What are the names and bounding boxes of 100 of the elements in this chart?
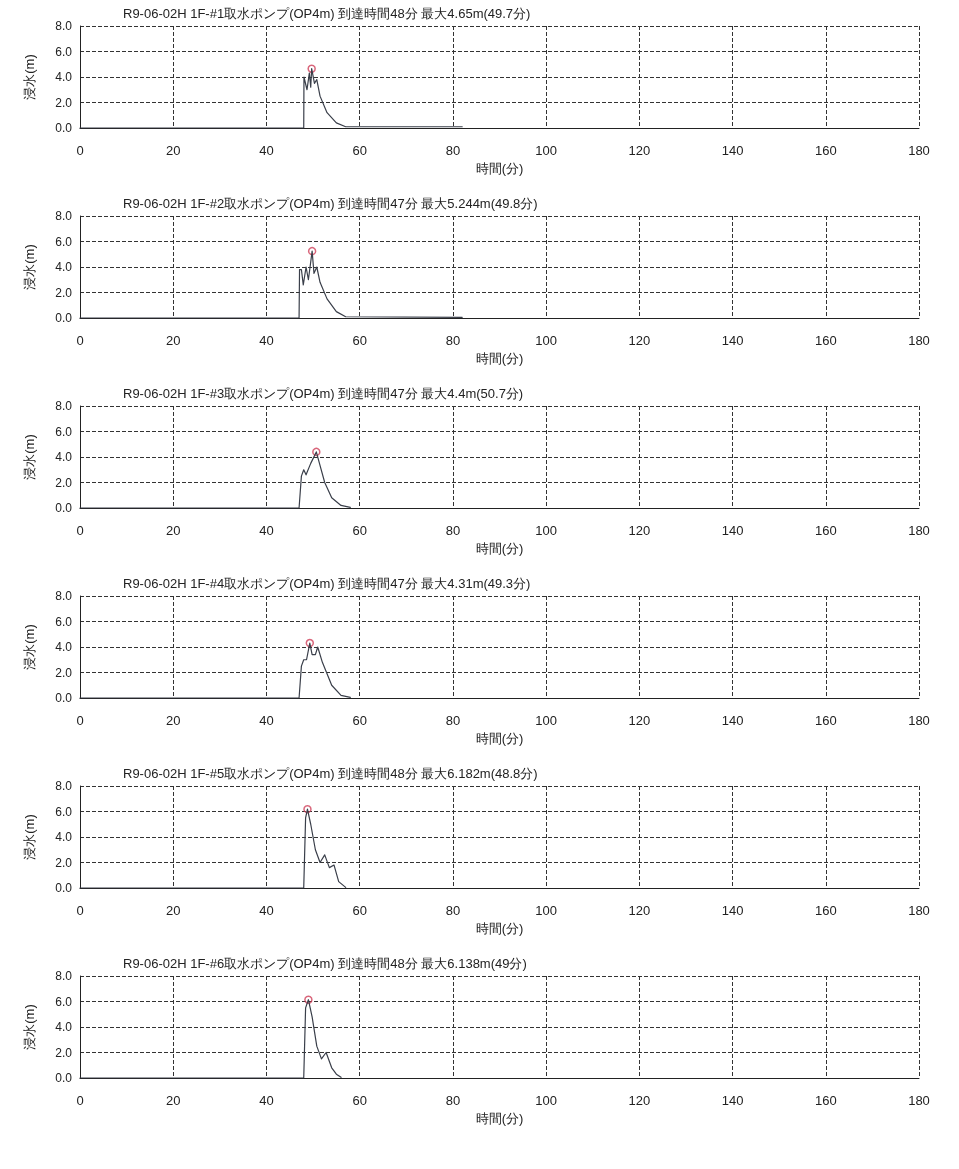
y-tick-label: 2.0 (55, 1045, 73, 1060)
x-axis-title: 時間(分) (475, 351, 524, 366)
x-tick-label: 80 (445, 903, 461, 918)
x-axis-title: 時間(分) (475, 1111, 524, 1126)
x-tick-label: 180 (908, 713, 930, 728)
y-tick-label: 2.0 (55, 475, 73, 490)
x-tick-label: 100 (535, 1093, 557, 1108)
x-tick-label: 0 (76, 523, 84, 538)
y-tick-label: 0.0 (55, 501, 73, 515)
x-tick-label: 140 (721, 713, 744, 728)
x-tick-label: 100 (535, 523, 557, 538)
x-tick-label: 140 (721, 333, 744, 348)
y-tick-label: 0.0 (55, 691, 73, 705)
x-tick-label: 180 (908, 333, 930, 348)
x-tick-label: 80 (445, 333, 461, 348)
x-tick-label: 0 (76, 903, 84, 918)
x-tick-label: 20 (165, 713, 181, 728)
line-series (79, 451, 351, 509)
x-tick-label: 100 (535, 333, 557, 348)
x-tick-label: 60 (352, 143, 367, 158)
x-tick-label: 160 (814, 333, 837, 348)
y-tick-label: 4.0 (55, 830, 73, 844)
y-tick-label: 0.0 (55, 881, 73, 895)
x-tick-label: 140 (721, 143, 744, 158)
x-axis-title: 時間(分) (475, 731, 524, 746)
x-tick-label: 60 (352, 903, 367, 918)
y-tick-label: 2.0 (55, 855, 73, 870)
x-tick-label: 60 (352, 333, 367, 348)
x-axis-title: 時間(分) (475, 541, 524, 556)
y-axis-title: 浸水(m) (22, 244, 37, 290)
y-tick-label: 4.0 (55, 450, 73, 464)
y-tick-label: 8.0 (55, 19, 73, 33)
y-tick-label: 6.0 (55, 44, 73, 59)
x-tick-label: 100 (535, 143, 557, 158)
x-tick-label: 20 (165, 1093, 181, 1108)
chart-title: R9-06-02H 1F-#6取水ポンプ(OP4m) 到達時間48分 最大6.138m(49分) (123, 956, 527, 971)
x-tick-label: 140 (721, 1093, 744, 1108)
y-tick-label: 2.0 (55, 95, 73, 110)
x-tick-label: 160 (814, 1093, 837, 1108)
x-tick-label: 40 (259, 1093, 274, 1108)
x-tick-label: 20 (165, 523, 181, 538)
line-series (79, 808, 347, 889)
x-tick-label: 160 (814, 523, 837, 538)
y-tick-label: 2.0 (55, 285, 73, 300)
x-tick-label: 120 (628, 1093, 651, 1108)
x-tick-label: 180 (908, 1093, 930, 1108)
y-axis-title: 浸水(m) (22, 434, 37, 480)
x-tick-label: 80 (445, 523, 461, 538)
x-tick-label: 0 (76, 713, 84, 728)
y-axis-title: 浸水(m) (22, 624, 37, 670)
x-tick-label: 60 (352, 523, 367, 538)
y-tick-label: 8.0 (55, 399, 73, 413)
x-tick-label: 40 (259, 903, 274, 918)
y-axis-title: 浸水(m) (22, 1004, 37, 1050)
x-tick-label: 80 (445, 713, 461, 728)
x-tick-label: 140 (721, 523, 744, 538)
x-tick-label: 100 (535, 903, 557, 918)
x-tick-label: 0 (76, 1093, 84, 1108)
y-tick-label: 2.0 (55, 665, 73, 680)
x-tick-label: 40 (259, 333, 274, 348)
y-tick-label: 4.0 (55, 1020, 73, 1034)
x-axis-title: 時間(分) (475, 921, 524, 936)
y-tick-label: 6.0 (55, 614, 73, 629)
x-tick-label: 180 (908, 903, 930, 918)
x-tick-label: 0 (76, 143, 84, 158)
x-tick-label: 180 (908, 143, 930, 158)
y-tick-label: 6.0 (55, 424, 73, 439)
x-tick-label: 20 (165, 333, 181, 348)
y-tick-label: 6.0 (55, 804, 73, 819)
x-tick-label: 40 (259, 523, 274, 538)
x-tick-label: 160 (814, 713, 837, 728)
y-tick-label: 4.0 (55, 640, 73, 654)
x-tick-label: 80 (445, 143, 461, 158)
x-tick-label: 120 (628, 713, 651, 728)
x-tick-label: 100 (535, 713, 557, 728)
line-series (79, 68, 463, 129)
chart-title: R9-06-02H 1F-#3取水ポンプ(OP4m) 到達時間47分 最大4.4m(50.7分) (123, 386, 524, 401)
y-tick-label: 0.0 (55, 311, 73, 325)
chart-title: R9-06-02H 1F-#5取水ポンプ(OP4m) 到達時間48分 最大6.182m(48.8分) (123, 766, 538, 781)
y-tick-label: 8.0 (55, 589, 73, 603)
x-tick-label: 180 (908, 523, 930, 538)
x-tick-label: 120 (628, 903, 651, 918)
x-tick-label: 120 (628, 523, 651, 538)
y-axis-title: 浸水(m) (22, 814, 37, 860)
x-tick-label: 120 (628, 143, 651, 158)
x-tick-label: 60 (352, 713, 367, 728)
y-tick-label: 8.0 (55, 209, 73, 223)
x-tick-label: 140 (721, 903, 744, 918)
y-tick-label: 6.0 (55, 234, 73, 249)
x-tick-label: 160 (814, 903, 837, 918)
chart-title: R9-06-02H 1F-#1取水ポンプ(OP4m) 到達時間48分 最大4.65m(49.7分) (123, 6, 531, 21)
y-tick-label: 8.0 (55, 969, 73, 983)
x-tick-label: 20 (165, 903, 181, 918)
x-tick-label: 80 (445, 1093, 461, 1108)
y-tick-label: 4.0 (55, 260, 73, 274)
x-tick-label: 20 (165, 143, 181, 158)
x-tick-label: 40 (259, 143, 274, 158)
chart-title: R9-06-02H 1F-#2取水ポンプ(OP4m) 到達時間47分 最大5.244m(49.8分) (123, 196, 538, 211)
line-series (79, 250, 463, 319)
x-axis-title: 時間(分) (475, 161, 524, 176)
